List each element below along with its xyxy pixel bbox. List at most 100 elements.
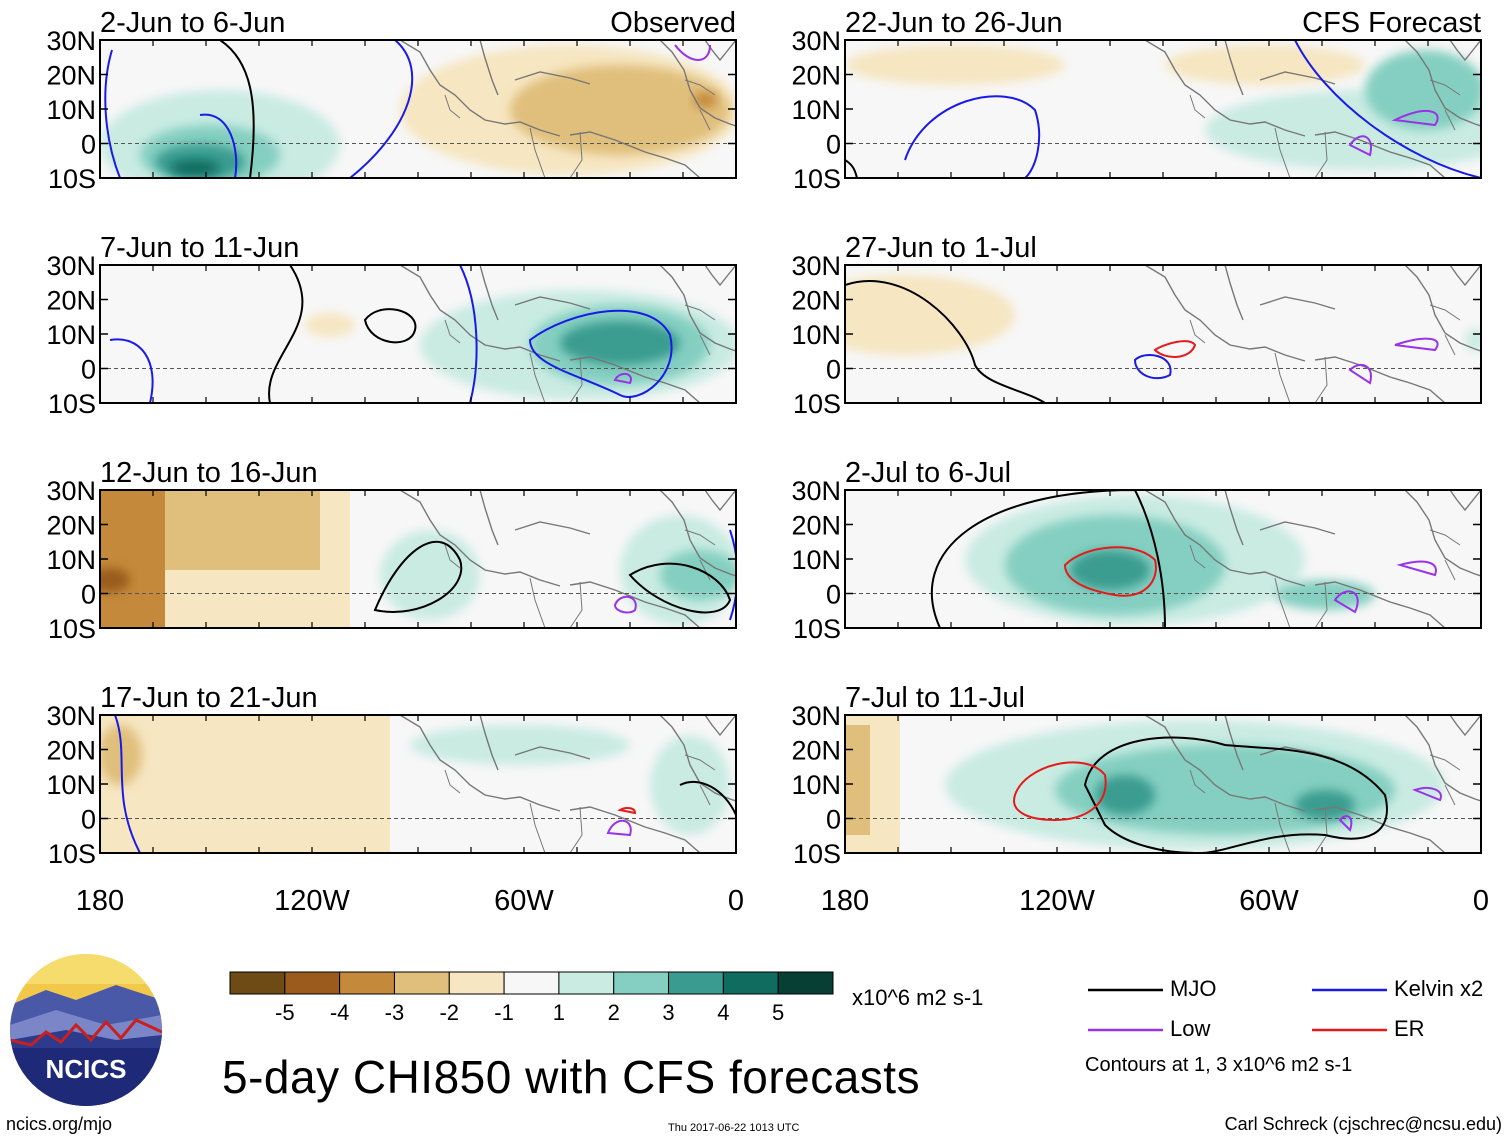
lat-label: 10S [793,839,841,869]
coastline [1314,581,1446,628]
coastline [704,265,736,287]
chi-shading [965,495,1375,625]
lat-label: 20N [791,61,841,91]
logo-signal [10,1018,162,1047]
lat-label: 0 [81,805,96,835]
lat-label: 30N [46,701,96,731]
contour-line [1153,340,1197,358]
colorbar-swatch [503,971,560,995]
coastline [1449,265,1481,287]
colorbar-label: -1 [494,1000,514,1025]
contour-line [1396,560,1437,577]
border [684,754,716,771]
colorbar-label: 1 [552,1000,566,1025]
contours [845,280,1439,403]
border [1189,769,1206,794]
coastline [1224,265,1244,321]
units-label: x10^6 m2 s-1 [852,985,984,1010]
coastline [1314,806,1446,853]
contours [930,490,1437,628]
border [684,304,716,321]
contour-line [1063,546,1157,597]
lat-label: 30N [46,26,96,56]
contour-line [1412,787,1442,802]
contour-line [1348,363,1372,385]
coastline [514,71,591,85]
coastline [1404,490,1481,577]
chi-shading [100,45,736,178]
website-link[interactable]: ncics.org/mjo [6,1114,113,1134]
border [1274,127,1291,178]
lat-label: 0 [81,355,96,385]
contour-line [617,807,637,815]
border [1429,304,1461,321]
author-credit: Carl Schreck (cjschrec@ncsu.edu) [1224,1114,1502,1134]
lat-label: 10N [791,320,841,350]
shading-blob [660,550,736,600]
border [1189,544,1206,569]
shading-blob [1365,50,1481,130]
border [1429,79,1461,96]
coastline [479,40,499,96]
colorbar-label: -3 [384,1000,405,1025]
contour-line [930,490,1166,628]
border [444,319,461,344]
contour-line [349,40,414,178]
lat-label: 10N [791,770,841,800]
ncics-logo: NCICS [10,954,162,1106]
coastline [659,715,736,802]
lat-label: 0 [81,130,96,160]
border [1274,577,1291,628]
coastline [659,490,736,577]
chi-shading [100,715,730,853]
chi-shading [305,290,736,400]
border [569,131,583,178]
shading-blob [650,735,730,835]
coastline [569,806,701,853]
shading-blob [1165,45,1365,85]
contour-line [104,49,121,178]
lat-label: 30N [46,476,96,506]
border [699,334,711,356]
coastline [1314,131,1446,178]
contour-line [1133,354,1172,380]
panel-period: 27-Jun to 1-Jul [845,232,1037,264]
contours [373,529,736,621]
colorbar-swatch [229,971,286,995]
colorbar-swatch [284,971,341,995]
border [1314,131,1328,178]
coastlines [1144,265,1481,403]
coastlines [1144,40,1481,178]
map-panel: 2-Jun to 6-Jun Observed 30N 20N 10N 0 10S [46,7,737,194]
lat-label: 10N [46,545,96,575]
border [684,529,716,546]
legend-label: ER [1394,1016,1425,1041]
coastline [569,356,701,403]
border [529,127,546,178]
border [444,769,461,794]
lat-label: 10N [791,545,841,575]
panel-period: 7-Jul to 11-Jul [845,682,1025,714]
lat-label: 30N [791,701,841,731]
coastline [1404,40,1481,127]
coastlines [399,490,736,628]
coastline [514,746,591,760]
lat-label: 20N [46,511,96,541]
lat-label: 10S [793,614,841,644]
contour-line [373,540,463,613]
colorbar-label: -5 [275,1000,295,1025]
border [444,94,461,119]
contours [845,40,1481,178]
shading-blob [560,321,680,365]
border [569,806,583,853]
contour-line [729,529,736,621]
border [1314,581,1328,628]
shading-blob [100,715,390,853]
border [1274,802,1291,853]
lat-label: 10S [48,389,96,419]
coastline [569,581,701,628]
coastline [659,40,736,127]
lat-label: 30N [791,476,841,506]
border [1189,94,1206,119]
